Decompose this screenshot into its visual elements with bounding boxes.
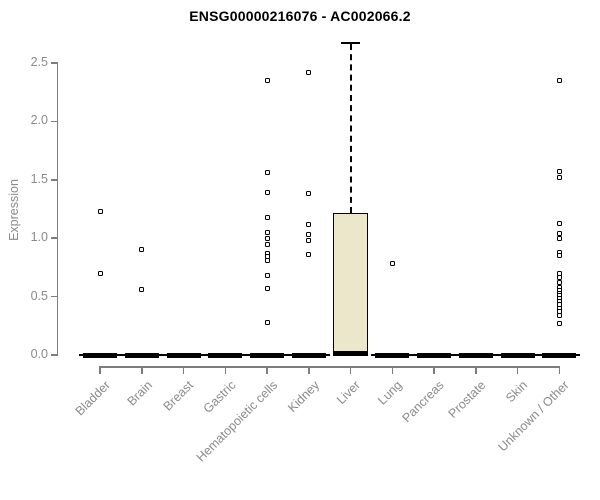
zero-boxplot-bar	[542, 352, 577, 358]
outlier-point	[306, 191, 312, 197]
outlier-point	[264, 285, 270, 291]
y-tick	[50, 237, 57, 239]
outlier-point	[306, 69, 312, 75]
median-line	[333, 351, 368, 356]
zero-boxplot-bar	[458, 352, 493, 358]
outlier-point	[139, 287, 145, 293]
whisker-cap	[341, 42, 360, 45]
x-tick	[516, 366, 519, 374]
x-tick	[349, 366, 352, 374]
y-tick-label: 0.5	[30, 288, 48, 303]
zero-boxplot-bar	[291, 352, 326, 358]
outlier-point	[306, 252, 312, 258]
outlier-point	[306, 221, 312, 227]
outlier-point	[264, 241, 270, 247]
zero-boxplot-bar	[124, 352, 159, 358]
outlier-point	[264, 319, 270, 325]
x-tick	[558, 366, 560, 374]
y-tick	[50, 120, 57, 123]
outlier-point	[264, 78, 270, 84]
y-tick	[50, 62, 57, 64]
y-tick	[50, 179, 57, 181]
x-tick	[99, 366, 101, 374]
outlier-point	[556, 275, 562, 281]
x-tick-label-brain: Brain	[124, 378, 155, 409]
x-tick-label-skin: Skin	[503, 378, 531, 406]
outlier-point	[556, 231, 562, 237]
y-tick-label: 2.5	[30, 55, 48, 69]
chart-title: ENSG00000216076 - AC002066.2	[189, 8, 411, 24]
x-tick	[475, 366, 477, 374]
x-tick	[266, 366, 268, 374]
outlier-point	[556, 235, 562, 241]
x-tick-label-pancreas: Pancreas	[399, 378, 447, 426]
x-tick-label-kidney: Kidney	[284, 378, 322, 415]
outlier-point	[556, 169, 562, 175]
y-tick	[50, 354, 57, 356]
zero-boxplot-bar	[500, 352, 535, 358]
outlier-point	[264, 235, 270, 241]
outlier-point	[556, 174, 562, 180]
outlier-point	[306, 238, 312, 244]
y-tick-label: 2.0	[30, 113, 48, 128]
x-tick-label-breast: Breast	[160, 378, 197, 414]
x-tick	[391, 366, 393, 374]
x-tick-label-bladder: Bladder	[72, 378, 113, 419]
y-axis-line	[56, 62, 58, 356]
outlier-point	[264, 257, 270, 263]
zero-boxplot-bar	[208, 352, 243, 358]
y-tick-label: 0.0	[30, 347, 48, 361]
outlier-point	[97, 208, 103, 214]
x-tick-label-prostate: Prostate	[445, 378, 489, 421]
outlier-point	[264, 273, 270, 279]
outlier-point	[389, 261, 395, 267]
outlier-point	[556, 220, 562, 226]
outlier-point	[264, 214, 270, 220]
zero-boxplot-bar	[83, 352, 117, 358]
box-liver	[333, 212, 368, 355]
x-tick-label-liver: Liver	[334, 378, 364, 408]
x-tick	[224, 366, 226, 374]
zero-boxplot-bar	[417, 352, 451, 358]
outlier-point	[556, 78, 562, 84]
outlier-point	[556, 253, 562, 259]
x-tick-label-hematopoietic-cells: Hematopoietic cells	[193, 378, 280, 465]
x-tick	[141, 366, 143, 374]
zero-boxplot-bar	[250, 352, 284, 358]
whisker-line	[349, 44, 352, 213]
x-tick	[308, 366, 310, 374]
zero-boxplot-bar	[375, 352, 410, 358]
outlier-point	[556, 312, 562, 318]
x-tick-label-lung: Lung	[375, 378, 406, 408]
outlier-point	[556, 320, 562, 326]
outlier-point	[97, 270, 103, 276]
y-axis-label: Expression	[7, 179, 21, 241]
y-tick-label: 1.5	[30, 171, 48, 186]
outlier-point	[306, 232, 312, 238]
y-tick-label: 1.0	[30, 230, 48, 245]
x-tick-label-gastric: Gastric	[200, 378, 239, 416]
x-tick	[182, 366, 185, 374]
x-tick	[433, 366, 435, 374]
outlier-point	[139, 247, 145, 253]
y-tick	[50, 295, 57, 298]
outlier-point	[264, 190, 270, 196]
outlier-point	[556, 270, 562, 276]
x-axis-line	[99, 366, 560, 368]
outlier-point	[264, 229, 270, 235]
outlier-point	[264, 170, 270, 176]
zero-boxplot-bar	[166, 352, 201, 358]
outlier-point	[556, 280, 562, 286]
